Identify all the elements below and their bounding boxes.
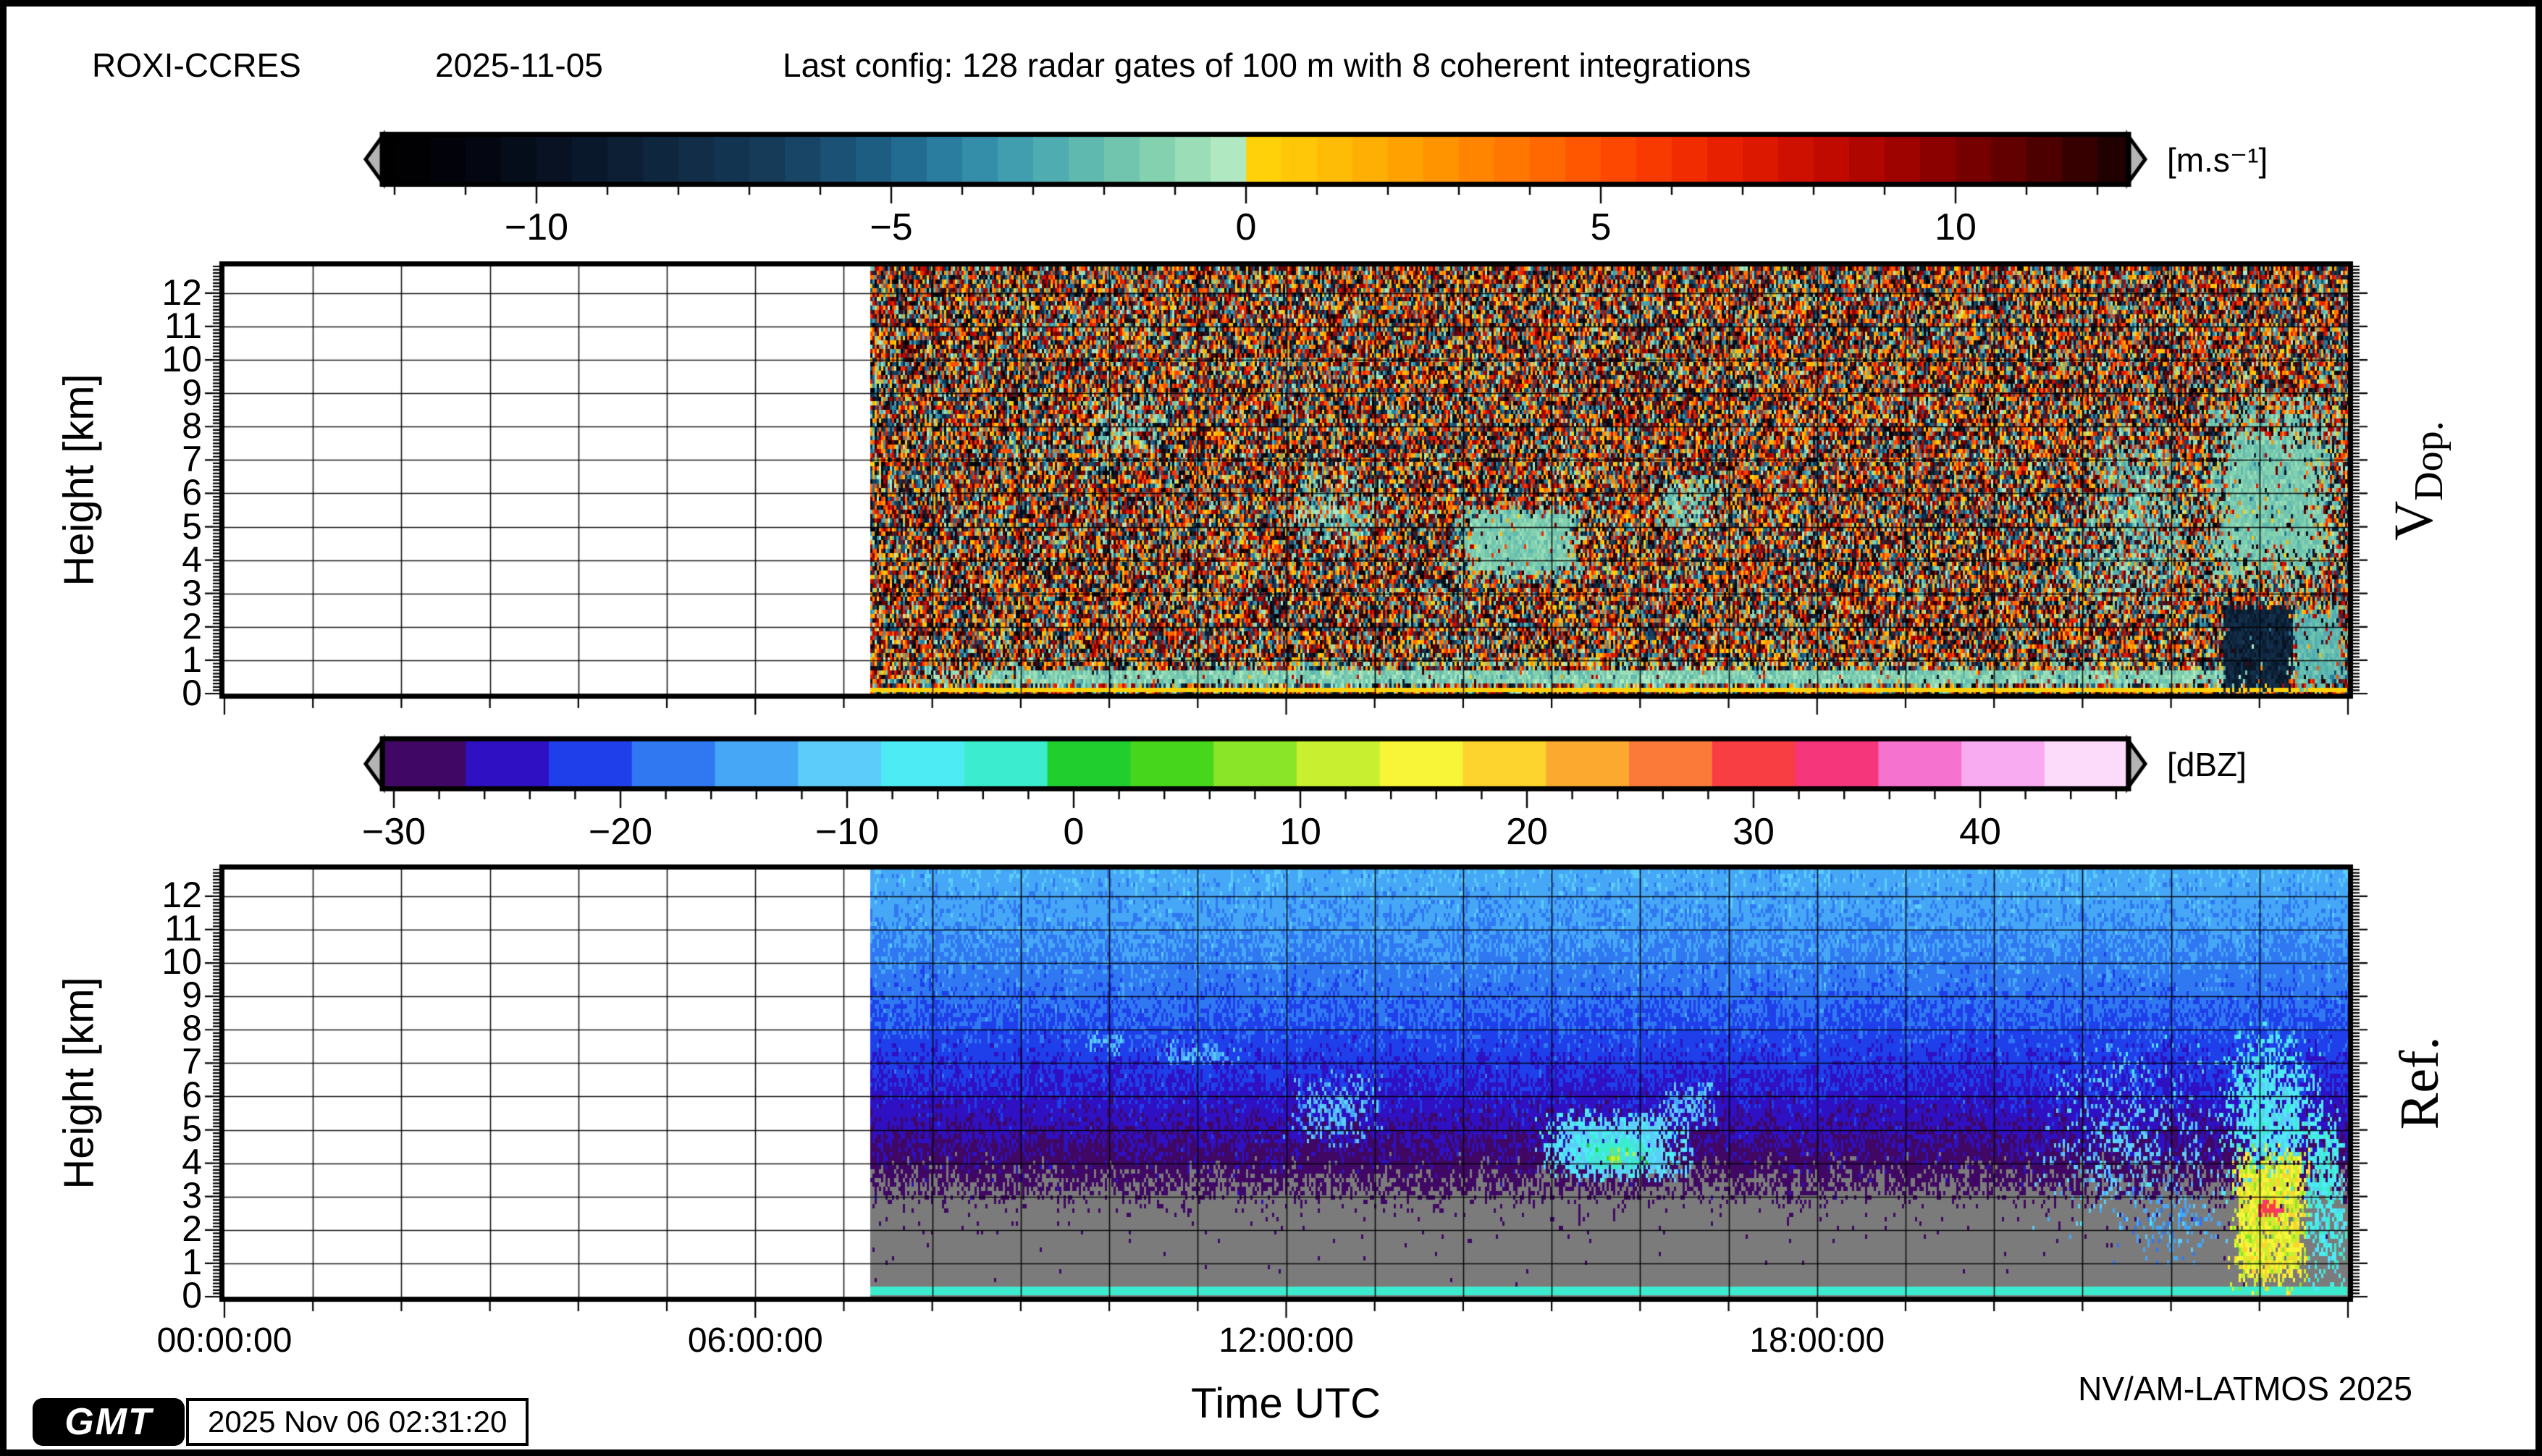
colorbar-tick-label: 40 xyxy=(1959,811,2001,853)
y-tick-label: 11 xyxy=(164,907,202,948)
colorbar-tick-label: −5 xyxy=(870,206,913,248)
colorbar-tick-label: 10 xyxy=(1935,206,1977,248)
y-tick-label: 12 xyxy=(161,874,202,915)
velocity-colorbar-unit: [m.s⁻¹] xyxy=(2167,141,2268,179)
colorbar-tick-label: 10 xyxy=(1279,811,1321,853)
station-name: ROXI-CCRES xyxy=(92,46,301,84)
y-tick-label: 1 xyxy=(182,639,202,680)
radar-config-text: Last config: 128 radar gates of 100 m wi… xyxy=(783,46,1751,84)
reflectivity-heatmap xyxy=(190,864,2391,1322)
y-tick-label: 10 xyxy=(161,941,202,982)
doppler-velocity-heatmap xyxy=(190,261,2391,719)
y-tick-label: 7 xyxy=(182,1041,202,1082)
colorbar-tick-label: 20 xyxy=(1506,811,1548,853)
velocity-panel-label: VDop. xyxy=(2383,421,2452,540)
y-tick-label: 1 xyxy=(182,1241,202,1282)
velocity-panel-label-main: V xyxy=(2383,500,2444,541)
plot-date: 2025-11-05 xyxy=(435,46,603,84)
colorbar-tick-label: 0 xyxy=(1235,206,1257,248)
y-tick-label: 3 xyxy=(182,572,202,613)
colorbar-tick-label: 30 xyxy=(1733,811,1775,853)
colorbar-tick-label: −10 xyxy=(815,811,880,853)
y-tick-label: 5 xyxy=(182,1108,202,1149)
y-tick-label: 3 xyxy=(182,1174,202,1216)
reflectivity-colorbar-unit: [dBZ] xyxy=(2167,746,2247,783)
y-tick-label: 9 xyxy=(182,372,202,413)
reflectivity-panel-label-main: Ref. xyxy=(2389,1036,2450,1130)
y-tick-label: 2 xyxy=(182,605,202,647)
velocity-panel-y-axis-title: Height [km] xyxy=(55,374,103,586)
y-tick-label: 2 xyxy=(182,1208,202,1249)
y-tick-label: 0 xyxy=(182,673,202,713)
colorbar-tick-label: −10 xyxy=(504,206,569,248)
colorbar-tick-label: 5 xyxy=(1590,206,1612,248)
creation-timestamp: 2025 Nov 06 02:31:20 xyxy=(186,1398,529,1446)
velocity-colorbar xyxy=(354,130,2179,205)
y-tick-label: 4 xyxy=(182,1141,202,1182)
x-tick-label: 00:00:00 xyxy=(156,1321,293,1360)
colorbar-tick-label: −20 xyxy=(588,811,653,853)
y-tick-label: 12 xyxy=(161,272,202,313)
y-tick-label: 0 xyxy=(182,1275,202,1316)
reflectivity-colorbar xyxy=(354,734,2179,809)
y-tick-label: 7 xyxy=(182,439,202,480)
reflectivity-panel-y-axis-title: Height [km] xyxy=(55,977,103,1190)
x-tick-label: 18:00:00 xyxy=(1749,1321,1885,1360)
x-tick-label: 12:00:00 xyxy=(1219,1321,1354,1360)
x-tick-label: 06:00:00 xyxy=(687,1321,823,1360)
gmt-logo: GMT xyxy=(33,1398,185,1446)
velocity-panel-label-sub: Dop. xyxy=(2407,421,2451,501)
y-tick-label: 8 xyxy=(182,405,202,447)
y-tick-label: 8 xyxy=(182,1008,202,1049)
time-axis-title: Time UTC xyxy=(1190,1380,1381,1427)
y-tick-label: 9 xyxy=(182,975,202,1016)
y-tick-label: 6 xyxy=(182,1074,202,1116)
y-tick-label: 10 xyxy=(161,339,202,380)
colorbar-tick-label: 0 xyxy=(1063,811,1085,853)
y-tick-label: 5 xyxy=(182,505,202,547)
y-tick-label: 11 xyxy=(164,305,202,346)
credit-text: NV/AM-LATMOS 2025 xyxy=(2078,1370,2412,1407)
colorbar-tick-label: −30 xyxy=(361,811,426,853)
y-tick-label: 4 xyxy=(182,539,202,580)
reflectivity-panel-label: Ref. xyxy=(2389,1037,2458,1130)
y-tick-label: 6 xyxy=(182,472,202,513)
gmt-timestamp-stamp: GMT 2025 Nov 06 02:31:20 xyxy=(33,1398,529,1446)
